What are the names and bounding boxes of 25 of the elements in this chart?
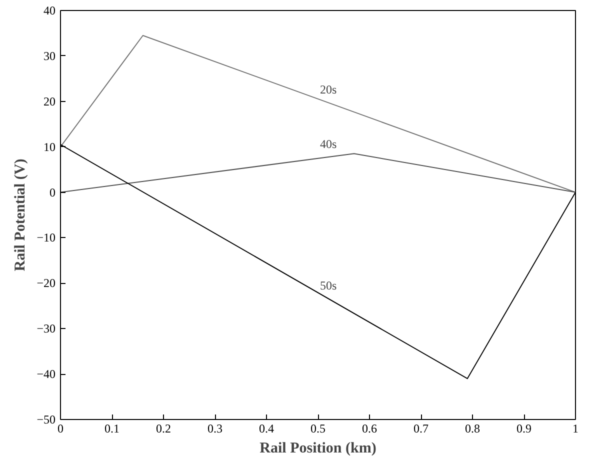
x-axis-title: Rail Position (km)	[260, 440, 376, 456]
y-tick-label: −20	[36, 276, 56, 290]
x-tick-label: 1	[572, 422, 578, 436]
x-tick-label: 0.1	[104, 422, 120, 436]
series-label: 20s	[320, 82, 337, 97]
y-tick-label: −10	[36, 230, 56, 245]
y-tick-label: 0	[50, 185, 56, 200]
x-tick-label: 0.8	[465, 422, 480, 436]
y-tick-label: 10	[44, 140, 56, 154]
y-tick-label: 30	[44, 48, 56, 63]
x-tick-label: 0.4	[259, 422, 274, 436]
y-tick-label: 40	[44, 4, 56, 18]
x-tick-label: 0.2	[156, 422, 171, 436]
x-tick-label: 0.7	[414, 422, 428, 436]
series-label: 40s	[320, 137, 337, 152]
x-tick-label: 0.6	[362, 422, 377, 436]
y-tick-label: −40	[36, 367, 56, 382]
x-tick-label: 0.9	[516, 422, 532, 436]
y-tick-label: −30	[36, 322, 56, 336]
x-tick-label: 0.3	[208, 422, 222, 436]
y-tick-label: 20	[44, 94, 56, 108]
y-axis-title: Rail Potential (V)	[12, 158, 29, 272]
x-tick-label: 0.5	[310, 422, 326, 436]
y-tick-label: −50	[36, 412, 56, 426]
series-label: 50s	[320, 278, 337, 293]
